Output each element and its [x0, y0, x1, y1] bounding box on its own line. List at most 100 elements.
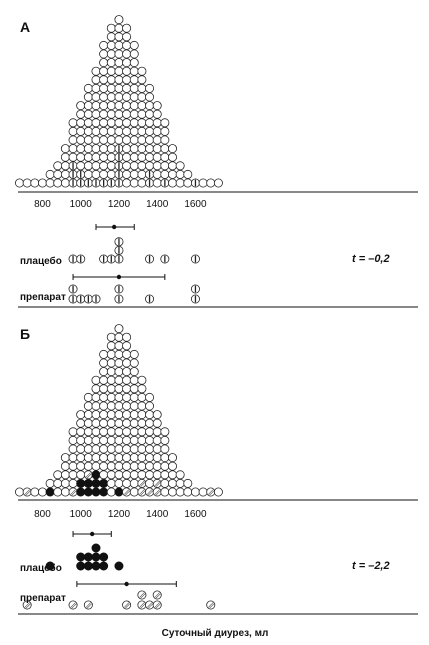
- population-dot-shape: [60, 144, 70, 154]
- population-dot: [129, 478, 139, 488]
- population-dot-shape: [122, 375, 132, 385]
- population-dot-shape: [145, 418, 155, 428]
- population-dot: [106, 169, 116, 179]
- population-dot: [76, 101, 86, 111]
- population-dot: [152, 161, 162, 171]
- mean-marker: [89, 531, 95, 537]
- population-dot: [152, 418, 162, 428]
- sample-dot: [68, 284, 78, 294]
- population-dot: [99, 401, 109, 411]
- population-dot: [114, 49, 124, 59]
- population-dot: [22, 487, 32, 497]
- sample-dot: [114, 284, 124, 294]
- population-dot-shape: [175, 470, 185, 480]
- population-dot: [91, 461, 101, 471]
- population-dot-shape: [76, 453, 86, 463]
- population-dot: [68, 135, 78, 145]
- population-dot-shape: [114, 23, 124, 33]
- population-dot-shape: [106, 478, 116, 488]
- population-dot: [99, 83, 109, 93]
- population-dot-shape: [122, 427, 132, 437]
- population-dot-shape: [91, 83, 101, 93]
- population-dot-shape: [129, 367, 139, 377]
- population-dot: [122, 23, 132, 33]
- population-dot-mark2: [155, 490, 161, 496]
- population-dot-shape: [137, 178, 147, 188]
- population-dot: [114, 384, 124, 394]
- sample-dot-mark: [24, 602, 30, 608]
- sample-dot: [76, 552, 86, 562]
- sample-dot: [91, 552, 101, 562]
- population-dot: [122, 349, 132, 359]
- population-dot-shape: [106, 169, 116, 179]
- sample-dot-shape: [91, 552, 101, 562]
- population-dot: [14, 487, 24, 497]
- population-dot-shape: [114, 392, 124, 402]
- group-drug-b: [22, 581, 216, 610]
- population-dot-shape: [198, 487, 208, 497]
- sample-dot: [76, 561, 86, 571]
- population-dot-shape: [99, 349, 109, 359]
- sample-dot: [76, 254, 86, 264]
- population-dot: [145, 470, 155, 480]
- population-dot: [60, 178, 70, 188]
- population-dot-shape: [137, 410, 147, 420]
- population-dot-shape: [183, 169, 193, 179]
- population-dot: [137, 118, 147, 128]
- population-dot: [167, 144, 177, 154]
- population-dot: [76, 461, 86, 471]
- tick-labels-b: 800 1000 1200 1400 1600: [34, 509, 207, 520]
- population-dot-shape: [167, 470, 177, 480]
- population-dot: [190, 178, 200, 188]
- population-dot-shape: [122, 32, 132, 42]
- population-dot: [91, 375, 101, 385]
- sample-dot-shape: [91, 543, 101, 553]
- population-dot: [145, 169, 155, 179]
- population-dot: [137, 75, 147, 85]
- population-dot-mark2: [86, 473, 92, 479]
- population-dot: [53, 169, 63, 179]
- population-dot: [53, 478, 63, 488]
- population-dot-shape: [137, 66, 147, 76]
- population-dot: [83, 109, 93, 119]
- population-dot: [60, 470, 70, 480]
- population-dot: [91, 169, 101, 179]
- population-dot: [129, 470, 139, 480]
- population-dot: [83, 461, 93, 471]
- population-dot-shape: [99, 478, 109, 488]
- population-dot-shape: [152, 169, 162, 179]
- population-dot-shape: [114, 135, 124, 145]
- population-dot: [68, 126, 78, 136]
- population-dot: [152, 135, 162, 145]
- population-dot-shape: [145, 410, 155, 420]
- population-dot: [91, 410, 101, 420]
- population-dot-shape: [129, 418, 139, 428]
- population-dot-shape: [99, 384, 109, 394]
- population-dot: [99, 435, 109, 445]
- population-dot-shape: [206, 178, 216, 188]
- population-dot: [167, 453, 177, 463]
- population-dot-shape: [99, 427, 109, 437]
- population-dot-shape: [114, 349, 124, 359]
- population-dot-shape: [91, 161, 101, 171]
- population-dot: [99, 118, 109, 128]
- population-dot-shape: [91, 152, 101, 162]
- population-dot: [106, 427, 116, 437]
- population-dot-shape: [152, 118, 162, 128]
- population-dot: [152, 169, 162, 179]
- population-dot-shape: [91, 461, 101, 471]
- population-dot: [45, 478, 55, 488]
- population-dot: [99, 152, 109, 162]
- population-dot-shape: [76, 118, 86, 128]
- population-dot-shape: [137, 392, 147, 402]
- population-dot-shape: [99, 401, 109, 411]
- population-dot-shape: [60, 470, 70, 480]
- population-dot-shape: [152, 470, 162, 480]
- population-dot: [122, 332, 132, 342]
- population-dot: [129, 118, 139, 128]
- population-dot: [106, 23, 116, 33]
- population-dot: [122, 169, 132, 179]
- population-dot-shape: [114, 401, 124, 411]
- population-dot: [137, 66, 147, 76]
- population-dot: [129, 161, 139, 171]
